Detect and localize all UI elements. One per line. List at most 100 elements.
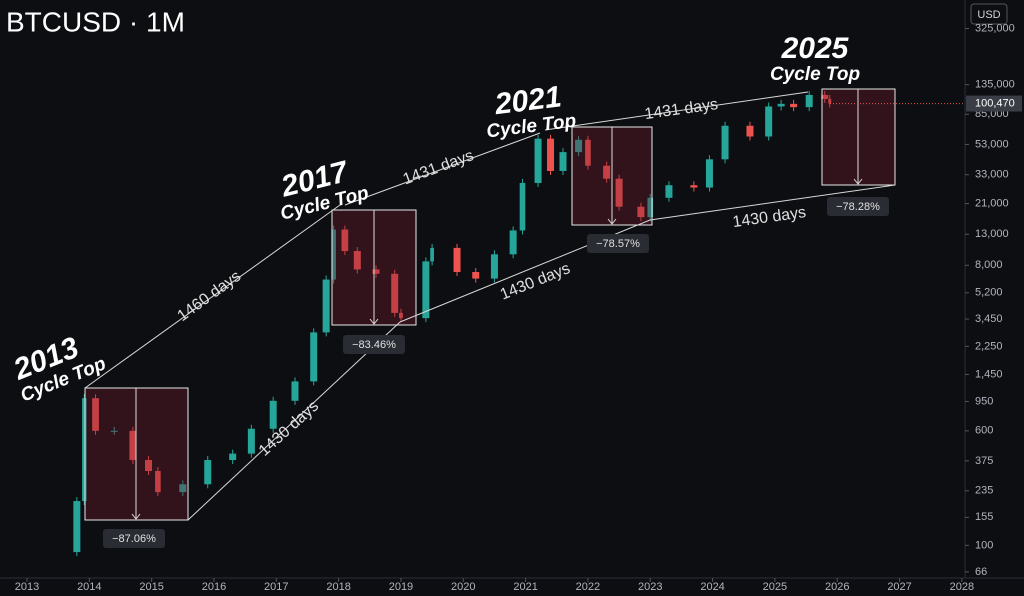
candle bbox=[145, 460, 153, 472]
candle bbox=[519, 182, 526, 231]
candle bbox=[690, 185, 698, 188]
candle bbox=[453, 247, 461, 273]
y-tick-label: 235 bbox=[975, 485, 993, 497]
y-tick-label: 33,000 bbox=[975, 169, 1009, 181]
drawdown-tag: −78.57% bbox=[587, 234, 649, 253]
candle bbox=[310, 332, 318, 382]
candle bbox=[665, 185, 673, 198]
y-tick-label: 100 bbox=[975, 539, 993, 551]
candle bbox=[777, 103, 785, 107]
candle bbox=[247, 428, 255, 454]
y-tick-label: 66 bbox=[975, 566, 987, 578]
x-tick-label: 2028 bbox=[950, 581, 974, 593]
x-tick-label: 2017 bbox=[264, 581, 288, 593]
drawdown-tag: −83.46% bbox=[343, 335, 405, 354]
y-tick-label: 21,000 bbox=[975, 198, 1009, 210]
arrows bbox=[131, 89, 863, 520]
x-tick-label: 2022 bbox=[576, 581, 600, 593]
price-label: 100,470 bbox=[975, 97, 1015, 109]
trend-line bbox=[84, 204, 341, 389]
x-tick-label: 2024 bbox=[700, 581, 724, 593]
y-tick-label: 5,200 bbox=[975, 287, 1003, 299]
candle bbox=[341, 229, 349, 252]
candle bbox=[705, 159, 713, 188]
y-tick-label: 600 bbox=[975, 425, 993, 437]
drawdown-label: −78.28% bbox=[836, 201, 880, 213]
y-tick-label: 3,450 bbox=[975, 313, 1003, 325]
candle bbox=[585, 139, 591, 166]
candle bbox=[353, 251, 361, 270]
candle bbox=[204, 460, 212, 485]
x-tick-label: 2019 bbox=[389, 581, 413, 593]
y-tick-label: 1,450 bbox=[975, 368, 1003, 380]
x-tick-label: 2018 bbox=[326, 581, 350, 593]
drawdown-tag: −87.06% bbox=[103, 529, 165, 548]
candle bbox=[430, 247, 434, 262]
trend-line bbox=[649, 184, 896, 221]
trend-line bbox=[344, 132, 541, 206]
candle bbox=[472, 272, 480, 279]
axes: 325,000135,00085,00053,00033,00021,00013… bbox=[15, 22, 1022, 593]
candle bbox=[155, 471, 161, 493]
candle bbox=[721, 125, 729, 160]
y-tick-label: 375 bbox=[975, 455, 993, 467]
candle bbox=[391, 273, 399, 313]
candle bbox=[269, 400, 277, 429]
x-tick-label: 2015 bbox=[139, 581, 163, 593]
candle bbox=[647, 197, 654, 218]
candle bbox=[746, 125, 754, 137]
cycle-year: 2021 bbox=[492, 80, 563, 121]
y-tick-label: 13,000 bbox=[975, 228, 1009, 240]
candle bbox=[828, 98, 832, 104]
y-tick-label: 155 bbox=[975, 511, 993, 523]
currency-button[interactable] bbox=[970, 3, 1008, 25]
candle bbox=[790, 103, 798, 108]
candle bbox=[422, 261, 430, 319]
candle bbox=[129, 430, 137, 461]
candle bbox=[821, 94, 829, 99]
candle bbox=[547, 138, 555, 171]
x-tick-label: 2025 bbox=[763, 581, 787, 593]
x-tick-label: 2021 bbox=[513, 581, 537, 593]
plot bbox=[73, 90, 832, 557]
x-tick-label: 2014 bbox=[77, 581, 101, 593]
symbol: BTCUSD · 1M bbox=[6, 6, 185, 37]
candle bbox=[765, 106, 773, 137]
candle bbox=[805, 94, 813, 108]
x-tick-label: 2020 bbox=[451, 581, 475, 593]
candle bbox=[534, 138, 542, 183]
candle bbox=[179, 484, 187, 493]
drawdown-label: −78.57% bbox=[596, 238, 640, 250]
y-tick-label: 325,000 bbox=[975, 22, 1015, 34]
drawdown-label: −83.46% bbox=[352, 339, 396, 351]
x-tick-label: 2027 bbox=[887, 581, 911, 593]
candle bbox=[110, 430, 118, 432]
candle bbox=[82, 398, 87, 502]
x-tick-label: 2013 bbox=[15, 581, 39, 593]
y-tick-label: 53,000 bbox=[975, 138, 1009, 150]
x-tick-label: 2023 bbox=[638, 581, 662, 593]
candle bbox=[399, 312, 403, 319]
cycle-year: 2025 bbox=[781, 32, 850, 65]
candle bbox=[615, 178, 623, 207]
x-tick-label: 2016 bbox=[202, 581, 226, 593]
y-tick-label: 950 bbox=[975, 395, 993, 407]
candle bbox=[559, 152, 567, 171]
currency[interactable]: USD bbox=[977, 9, 1000, 21]
candle bbox=[291, 381, 299, 401]
y-tick-label: 8,000 bbox=[975, 259, 1003, 271]
candle bbox=[603, 165, 611, 179]
candle bbox=[372, 269, 380, 274]
candle bbox=[92, 398, 99, 431]
drawdown-tag: −78.28% bbox=[827, 197, 889, 216]
price-tag bbox=[966, 95, 1022, 112]
cycle-label: Cycle Top bbox=[770, 64, 860, 85]
drawdown-label: −87.06% bbox=[112, 533, 156, 545]
candle bbox=[637, 206, 645, 218]
candle bbox=[575, 139, 583, 153]
cycle-top: 2025 Cycle Top bbox=[770, 32, 860, 85]
candle bbox=[229, 453, 237, 461]
candle bbox=[73, 501, 81, 553]
